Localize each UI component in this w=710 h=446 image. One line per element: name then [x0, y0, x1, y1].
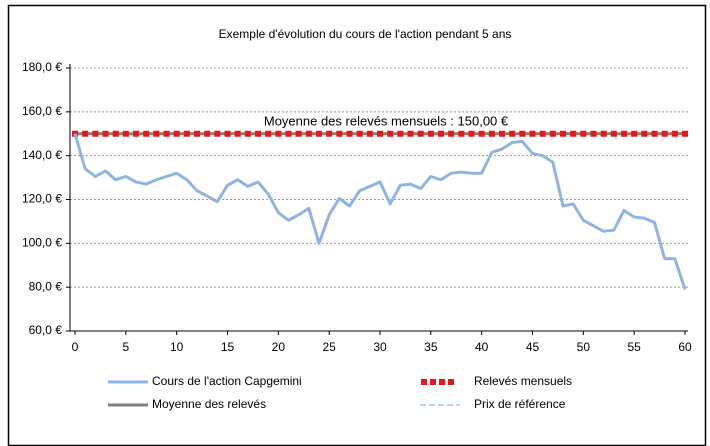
series-line [73, 133, 687, 290]
marker [326, 130, 333, 137]
marker [397, 130, 404, 137]
y-tick-label: 140,0 € [22, 148, 62, 162]
marker [92, 130, 99, 137]
marker [244, 130, 251, 137]
chart-title: Exemple d'évolution du cours de l'action… [219, 27, 512, 41]
marker [407, 130, 414, 137]
legend-symbol [430, 379, 436, 385]
marker [204, 130, 211, 137]
marker [102, 130, 109, 137]
marker [143, 130, 150, 137]
marker [570, 130, 577, 137]
marker [509, 130, 516, 137]
marker [346, 130, 353, 137]
marker [631, 130, 638, 137]
annotation: Moyenne des relevés mensuels : 150,00 € [264, 113, 509, 128]
marker [356, 130, 363, 137]
marker [458, 130, 465, 137]
marker [448, 130, 455, 137]
y-tick-label: 60,0 € [29, 323, 63, 337]
marker [549, 130, 556, 137]
marker [295, 130, 302, 137]
marker [122, 130, 129, 137]
marker [590, 130, 597, 137]
x-tick-label: 50 [577, 340, 591, 354]
marker [519, 130, 526, 137]
legend-label: Relevés mensuels [474, 374, 572, 388]
x-tick-label: 45 [526, 340, 540, 354]
marker [285, 130, 292, 137]
legend-symbol [439, 379, 445, 385]
chart-frame [7, 4, 707, 446]
marker [651, 130, 658, 137]
marker [234, 130, 241, 137]
x-tick-label: 60 [678, 340, 692, 354]
x-tick-label: 5 [122, 340, 129, 354]
y-tick-label: 100,0 € [22, 236, 62, 250]
x-tick-label: 20 [272, 340, 286, 354]
legend-symbol [421, 379, 427, 385]
marker [488, 130, 495, 137]
marker [600, 130, 607, 137]
x-tick-label: 25 [322, 340, 336, 354]
marker [153, 130, 160, 137]
marker [377, 130, 383, 137]
x-tick-label: 10 [170, 340, 184, 354]
marker [641, 130, 648, 137]
legend-label: Prix de référence [474, 397, 566, 411]
marker [255, 130, 261, 137]
marker [499, 130, 505, 137]
marker [621, 130, 627, 137]
legend-symbol [448, 379, 454, 385]
marker [438, 130, 444, 137]
marker [275, 130, 282, 137]
x-tick-label: 55 [627, 340, 641, 354]
marker [366, 130, 373, 137]
marker [661, 130, 668, 137]
marker [224, 130, 231, 137]
legend-label: Moyenne des relevés [152, 397, 266, 411]
marker [112, 130, 119, 137]
marker [610, 130, 617, 137]
marker [539, 130, 546, 137]
marker [580, 130, 587, 137]
x-tick-label: 35 [424, 340, 438, 354]
marker [194, 130, 200, 137]
marker [183, 130, 190, 137]
marker [387, 130, 394, 137]
marker [214, 130, 221, 137]
x-tick-label: 0 [72, 340, 79, 354]
x-tick-label: 30 [373, 340, 387, 354]
marker [478, 130, 485, 137]
marker [133, 130, 139, 137]
x-tick-label: 15 [221, 340, 235, 354]
marker [529, 130, 536, 137]
marker [82, 130, 89, 137]
marker [336, 130, 343, 137]
marker [468, 130, 475, 137]
legend-label: Cours de l'action Capgemini [152, 374, 302, 388]
marker [316, 130, 322, 137]
y-tick-label: 180,0 € [22, 60, 62, 74]
marker [560, 130, 566, 137]
marker [173, 130, 180, 137]
marker [305, 130, 312, 137]
x-tick-label: 40 [475, 340, 489, 354]
marker [427, 130, 434, 137]
y-tick-label: 80,0 € [29, 279, 63, 293]
marker [682, 130, 688, 137]
marker [163, 130, 170, 137]
marker [265, 130, 272, 137]
y-tick-label: 120,0 € [22, 192, 62, 206]
y-tick-label: 160,0 € [22, 104, 62, 118]
marker [671, 130, 678, 137]
marker [417, 130, 424, 137]
